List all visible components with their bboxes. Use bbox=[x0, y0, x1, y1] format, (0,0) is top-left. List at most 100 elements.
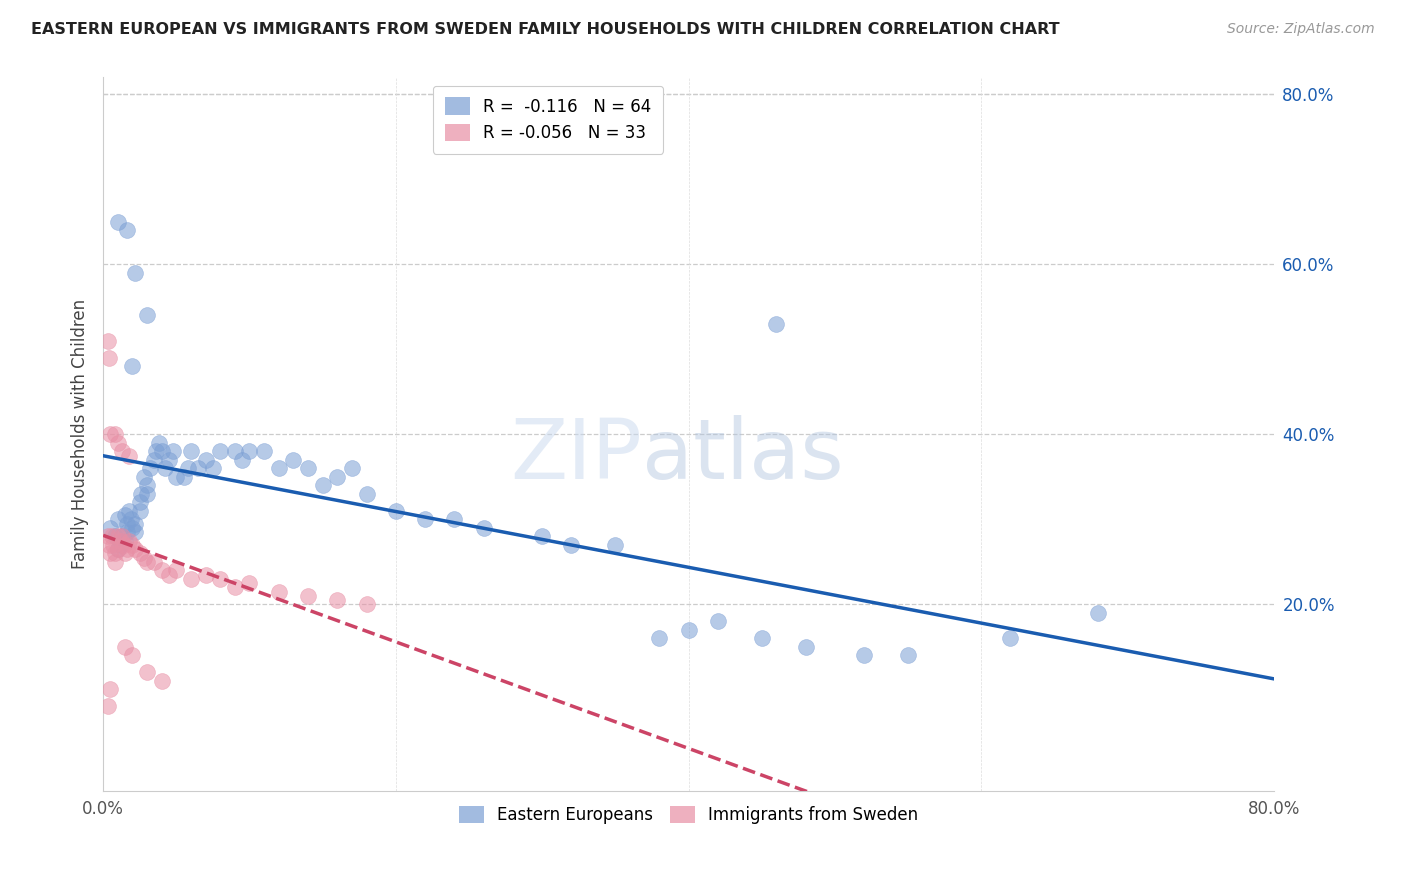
Point bbox=[356, 487, 378, 501]
Point bbox=[165, 470, 187, 484]
Point bbox=[153, 461, 176, 475]
Point bbox=[707, 615, 730, 629]
Point bbox=[121, 359, 143, 374]
Point bbox=[1000, 632, 1022, 646]
Point bbox=[124, 525, 146, 540]
Point bbox=[100, 427, 122, 442]
Point bbox=[150, 444, 173, 458]
Point bbox=[150, 563, 173, 577]
Point bbox=[98, 351, 121, 365]
Point bbox=[194, 453, 217, 467]
Legend: Eastern Europeans, Immigrants from Sweden: Eastern Europeans, Immigrants from Swede… bbox=[449, 797, 928, 834]
Point bbox=[201, 461, 224, 475]
Point bbox=[110, 538, 132, 552]
Point bbox=[124, 542, 146, 557]
Y-axis label: Family Households with Children: Family Households with Children bbox=[72, 300, 89, 569]
Point bbox=[326, 470, 349, 484]
Text: Source: ZipAtlas.com: Source: ZipAtlas.com bbox=[1227, 22, 1375, 37]
Point bbox=[253, 444, 276, 458]
Point bbox=[148, 435, 170, 450]
Point bbox=[129, 487, 152, 501]
Point bbox=[897, 648, 920, 663]
Point bbox=[297, 461, 319, 475]
Point bbox=[238, 576, 260, 591]
Point bbox=[678, 623, 700, 637]
Point bbox=[115, 516, 138, 531]
Point bbox=[100, 682, 122, 697]
Point bbox=[413, 512, 436, 526]
Point bbox=[115, 525, 138, 540]
Point bbox=[104, 529, 127, 543]
Point bbox=[180, 572, 202, 586]
Point bbox=[267, 461, 290, 475]
Point bbox=[121, 648, 143, 663]
Point bbox=[115, 542, 138, 557]
Point bbox=[96, 699, 118, 714]
Point bbox=[114, 508, 136, 522]
Point bbox=[98, 538, 121, 552]
Point bbox=[231, 453, 253, 467]
Point bbox=[96, 334, 118, 348]
Point bbox=[128, 495, 150, 509]
Point bbox=[124, 266, 146, 280]
Text: EASTERN EUROPEAN VS IMMIGRANTS FROM SWEDEN FAMILY HOUSEHOLDS WITH CHILDREN CORRE: EASTERN EUROPEAN VS IMMIGRANTS FROM SWED… bbox=[31, 22, 1060, 37]
Point bbox=[1087, 606, 1109, 620]
Point bbox=[560, 538, 582, 552]
Point bbox=[114, 533, 136, 548]
Point bbox=[209, 572, 232, 586]
Point bbox=[104, 427, 127, 442]
Point bbox=[121, 521, 143, 535]
Point bbox=[107, 542, 129, 557]
Point bbox=[111, 529, 134, 543]
Point bbox=[103, 538, 125, 552]
Text: atlas: atlas bbox=[641, 416, 844, 496]
Point bbox=[143, 555, 166, 569]
Point bbox=[443, 512, 465, 526]
Point bbox=[136, 487, 159, 501]
Point bbox=[267, 584, 290, 599]
Point bbox=[356, 597, 378, 611]
Point bbox=[385, 504, 408, 518]
Point bbox=[112, 538, 135, 552]
Point bbox=[100, 546, 122, 560]
Point bbox=[143, 453, 166, 467]
Point bbox=[145, 444, 167, 458]
Point bbox=[751, 632, 773, 646]
Point bbox=[107, 529, 129, 543]
Point bbox=[107, 542, 129, 557]
Point bbox=[238, 444, 260, 458]
Point bbox=[115, 223, 138, 237]
Point bbox=[194, 567, 217, 582]
Point bbox=[340, 461, 363, 475]
Point bbox=[104, 555, 127, 569]
Point bbox=[110, 533, 132, 548]
Point bbox=[853, 648, 876, 663]
Point bbox=[132, 550, 155, 565]
Point bbox=[120, 512, 142, 526]
Point bbox=[648, 632, 671, 646]
Point bbox=[605, 538, 627, 552]
Point bbox=[107, 215, 129, 229]
Point bbox=[311, 478, 333, 492]
Point bbox=[531, 529, 554, 543]
Point bbox=[224, 444, 246, 458]
Text: ZIP: ZIP bbox=[510, 416, 641, 496]
Point bbox=[132, 470, 155, 484]
Point bbox=[472, 521, 495, 535]
Point bbox=[297, 589, 319, 603]
Point bbox=[224, 580, 246, 594]
Point bbox=[101, 529, 124, 543]
Point bbox=[794, 640, 817, 654]
Point bbox=[165, 563, 187, 577]
Point bbox=[136, 309, 159, 323]
Point bbox=[187, 461, 209, 475]
Point bbox=[96, 529, 118, 543]
Point bbox=[111, 529, 134, 543]
Point bbox=[100, 521, 122, 535]
Point bbox=[177, 461, 200, 475]
Point bbox=[283, 453, 305, 467]
Point bbox=[118, 449, 141, 463]
Point bbox=[114, 546, 136, 560]
Point bbox=[128, 546, 150, 560]
Point bbox=[150, 673, 173, 688]
